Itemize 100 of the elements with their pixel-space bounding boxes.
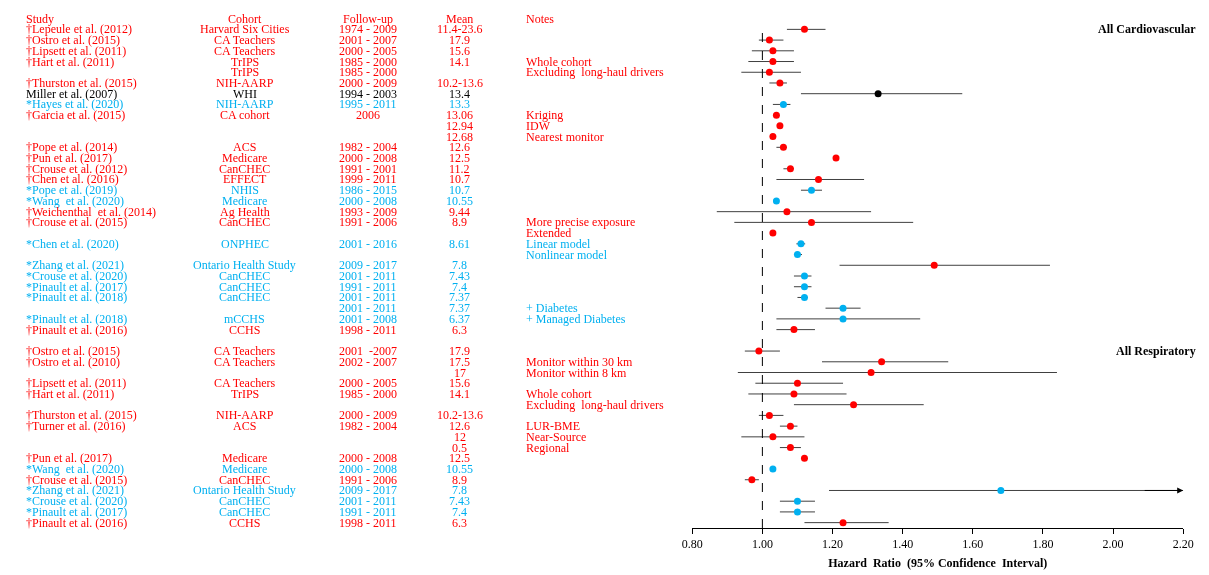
category-label: 2000 - 2005 (339, 376, 397, 390)
category-label: 2000 - 2005 (339, 44, 397, 58)
category-label: 1998 - 2011 (339, 516, 397, 530)
category-label: 2002 - 2007 (339, 355, 397, 369)
category-label: 14.1 (449, 387, 470, 401)
category-label: Kriging (526, 108, 564, 122)
category-label: 12.94 (446, 119, 473, 133)
category-label: Ontario Health Study (193, 258, 296, 272)
category-label: 2001 - 2011 (339, 301, 397, 315)
category-label: †Pun et al. (2017) (26, 451, 112, 465)
category-label: *Zhang et al. (2021) (26, 258, 124, 272)
category-label: 10.2-13.6 (437, 408, 483, 422)
annotation: All Respiratory (1116, 344, 1196, 358)
category-label: *Pinault et al. (2018) (26, 312, 128, 326)
category-label: 1991 - 2011 (339, 505, 397, 519)
category-label: Regional (526, 441, 570, 455)
category-label: 2001 - 2008 (339, 312, 397, 326)
category-label: NHIS (231, 183, 260, 197)
category-label: Extended (526, 226, 572, 240)
category-label: Whole cohort (526, 387, 593, 401)
category-label: ACS (233, 140, 257, 154)
category-label: 2006 (356, 108, 380, 122)
category-label: Medicare (222, 151, 268, 165)
category-label: †Thurston et al. (2015) (26, 408, 137, 422)
category-label: Excluding long-haul drivers (526, 398, 664, 412)
category-label: 7.43 (449, 494, 470, 508)
category-label: 7.43 (449, 269, 470, 283)
category-label: Monitor within 8 km (526, 366, 627, 380)
category-label: 2001 - 2011 (339, 269, 397, 283)
x-tick-label: 1.60 (962, 537, 984, 552)
x-tick-label: 1.80 (1032, 537, 1054, 552)
category-label: 17.9 (449, 33, 470, 47)
category-label: 2000 - 2009 (339, 408, 397, 422)
category-label: 8.61 (449, 237, 470, 251)
category-label: 1982 - 2004 (339, 419, 397, 433)
category-label: 2001 -2007 (339, 344, 397, 358)
category-label: 2000 - 2008 (339, 194, 397, 208)
category-label: †Lipsett et al. (2011) (26, 376, 127, 390)
category-label: 2000 - 2008 (339, 462, 397, 476)
category-label: 6.3 (452, 323, 467, 337)
category-label: CA Teachers (214, 33, 276, 47)
x-tick-label: 2.00 (1102, 537, 1124, 552)
category-label: 1998 - 2011 (339, 323, 397, 337)
x-axis-title: Hazard Ratio (95% Confidence Interval) (828, 556, 1048, 571)
category-label: 7.37 (449, 301, 470, 315)
category-label: †Pope et al. (2014) (26, 140, 118, 154)
x-tick-label: 0.80 (681, 537, 703, 552)
category-label: 10.2-13.6 (437, 76, 483, 90)
category-label: CA Teachers (214, 44, 276, 58)
x-tick-label: 1.40 (892, 537, 914, 552)
category-label: 12.6 (449, 419, 470, 433)
category-label: *Chen et al. (2020) (26, 237, 119, 251)
category-label: CA Teachers (214, 355, 276, 369)
category-label: + Managed Diabetes (526, 312, 626, 326)
category-label: 17.5 (449, 355, 470, 369)
category-label: 14.1 (449, 55, 470, 69)
category-label: NIH-AARP (216, 76, 274, 90)
category-label: 6.37 (449, 312, 470, 326)
category-label: Nonlinear model (526, 248, 608, 262)
category-label: mCCHS (224, 312, 265, 326)
category-label: †Ostro et al. (2015) (26, 344, 120, 358)
category-label: 2009 - 2017 (339, 258, 397, 272)
annotation: All Cardiovascular (1098, 22, 1197, 36)
category-label: 12.5 (449, 151, 470, 165)
category-label: + Diabetes (526, 301, 579, 315)
category-label: 7.4 (452, 505, 467, 519)
category-label: 2001 - 2016 (339, 237, 397, 251)
category-label: 17.9 (449, 344, 470, 358)
category-label: Near-Source (526, 430, 587, 444)
category-label: 7.8 (452, 258, 467, 272)
category-label: More precise exposure (526, 215, 636, 229)
category-label: TrIPS (231, 387, 260, 401)
category-label: 1982 - 2004 (339, 140, 397, 154)
x-tick-label: 2.20 (1172, 537, 1194, 552)
x-tick-label: 1.20 (822, 537, 844, 552)
category-label: Nearest monitor (526, 130, 604, 144)
category-label: CA cohort (220, 108, 271, 122)
category-label: ACS (233, 419, 257, 433)
category-label: Linear model (526, 237, 591, 251)
category-label: Monitor within 30 km (526, 355, 633, 369)
category-label: 13.06 (446, 108, 473, 122)
text: Study (26, 12, 55, 26)
category-label: 15.6 (449, 44, 470, 58)
category-label: 6.3 (452, 516, 467, 530)
category-label: CA Teachers (214, 344, 276, 358)
category-label: ONPHEC (221, 237, 270, 251)
category-label: CCHS (229, 323, 261, 337)
category-label: †Thurston et al. (2015) (26, 76, 137, 90)
category-label: 2001 - 2007 (339, 33, 397, 47)
text: Notes (526, 12, 555, 26)
category-label: 1986 - 2015 (339, 183, 397, 197)
category-label: CanCHEC (219, 494, 271, 508)
category-label: CA Teachers (214, 376, 276, 390)
category-label: 2000 - 2009 (339, 76, 397, 90)
category-label: NIH-AARP (216, 408, 274, 422)
category-label: Medicare (222, 194, 268, 208)
category-label: 10.7 (449, 183, 470, 197)
category-label: Medicare (222, 462, 268, 476)
category-label: 12 (454, 430, 466, 444)
category-label: Medicare (222, 451, 268, 465)
